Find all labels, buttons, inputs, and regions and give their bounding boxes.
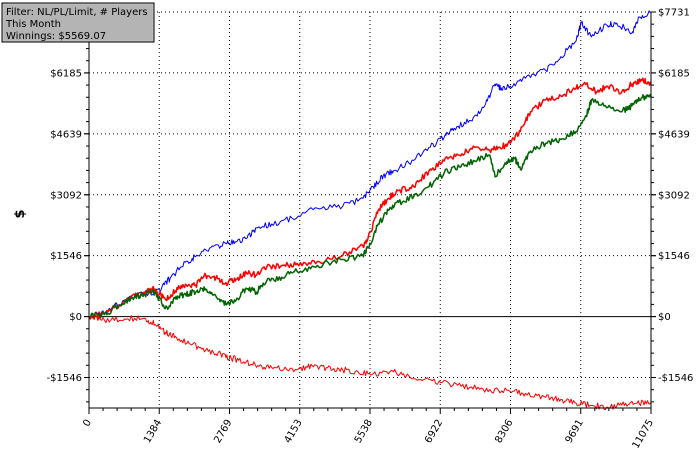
series-line-1 bbox=[88, 10, 652, 320]
y-tick-label-right: $3092 bbox=[658, 190, 690, 201]
y-tick-label-left: -$1546 bbox=[47, 373, 82, 384]
y-tick-label-left: $6185 bbox=[50, 68, 82, 79]
grid-lines bbox=[89, 11, 651, 408]
series-line-2 bbox=[88, 77, 652, 320]
y-tick-label-right: $4639 bbox=[658, 129, 690, 140]
y-tick-label-right: $6185 bbox=[658, 68, 690, 79]
info-period: This Month bbox=[5, 19, 61, 30]
y-tick-label-left: $4639 bbox=[50, 129, 82, 140]
y-tick-label-right: $0 bbox=[658, 312, 671, 323]
y-tick-label-right: $1546 bbox=[658, 251, 690, 262]
y-tick-label-left: $1546 bbox=[50, 251, 82, 262]
y-tick-label-left: $3092 bbox=[50, 190, 82, 201]
y-tick-label-left: $0 bbox=[69, 312, 82, 323]
info-filter: Filter: NL/PL/Limit, # Players bbox=[6, 7, 148, 18]
x-tick-label: 0 bbox=[81, 418, 94, 429]
info-box: Filter: NL/PL/Limit, # Players This Mont… bbox=[1, 2, 155, 43]
y-tick-label-right: $7731 bbox=[658, 8, 690, 19]
series-lines bbox=[88, 10, 652, 411]
series-line-3 bbox=[88, 93, 652, 320]
y-tick-label-right: -$1546 bbox=[658, 373, 693, 384]
info-winnings: Winnings: $5569.07 bbox=[6, 31, 106, 42]
series-line-4 bbox=[88, 314, 652, 411]
y-axis-label: $ bbox=[13, 209, 28, 218]
y-tick-labels-right: -$1546 $0 $1546 $3092 $4639 $6185 $7731 bbox=[658, 8, 693, 385]
